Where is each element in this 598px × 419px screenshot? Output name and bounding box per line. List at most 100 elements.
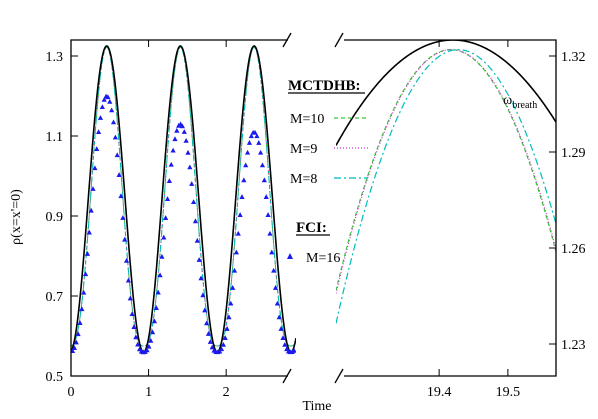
fci-point [200, 292, 206, 298]
x-tick-label: 0 [68, 385, 75, 400]
fci-point [205, 331, 212, 336]
chart-data-layer [71, 40, 556, 355]
fci-point [110, 119, 117, 125]
fci-point [90, 186, 96, 191]
fci-point [151, 318, 158, 324]
fci-point [120, 215, 126, 220]
fci-point [274, 300, 280, 306]
fci-point [252, 129, 258, 135]
fci-point [194, 237, 200, 243]
chart-frames [70, 32, 557, 384]
fci-point [244, 149, 251, 155]
fci-point [291, 347, 296, 353]
fci-point [239, 194, 245, 199]
fci-point [114, 152, 120, 158]
fci-point [179, 123, 186, 129]
fci-point [109, 107, 115, 113]
fci-point [243, 162, 249, 168]
fci-point [79, 306, 85, 312]
fci-point [174, 127, 180, 133]
axis-break-mark [334, 368, 344, 384]
omega-symbol: ω [503, 93, 512, 108]
fci-point [122, 236, 128, 242]
fci-point [129, 311, 135, 317]
y-tick-label: 1.26 [561, 242, 586, 257]
x-tick-label: 2 [223, 385, 230, 400]
axis-break-mark [282, 32, 292, 48]
legend-label-m8: M=8 [290, 172, 317, 187]
fci-point [157, 272, 163, 278]
legend-label-fci: M=16 [306, 251, 340, 266]
fci-point [233, 249, 240, 255]
fci-point [271, 267, 277, 273]
y-tick-label: 0.7 [46, 290, 64, 305]
line-right-m10 [336, 49, 556, 291]
x-axis-label: Time [302, 399, 331, 414]
fci-point [228, 300, 234, 306]
fci-point [222, 335, 228, 341]
y-tick-label: 1.3 [46, 50, 64, 65]
fci-point [269, 249, 275, 255]
fci-point [73, 339, 79, 345]
fci-point [198, 275, 204, 281]
fci-point [246, 140, 253, 145]
fci-point [218, 346, 225, 352]
fci-point [155, 289, 161, 295]
x-tick-label: 19.5 [496, 385, 521, 400]
fci-point [77, 320, 83, 325]
fci-point [168, 161, 174, 167]
axis-break-mark [282, 368, 292, 384]
fci-point [82, 271, 89, 277]
fci-point [258, 149, 264, 155]
fci-point [267, 230, 273, 236]
fci-point [131, 324, 137, 329]
fci-point [116, 172, 122, 177]
fci-point [153, 305, 159, 310]
fci-point [170, 147, 176, 153]
fci-point [107, 98, 113, 104]
fci-point [127, 295, 133, 301]
fci-point [101, 96, 107, 102]
fci-point [181, 129, 187, 134]
legend-label-m10: M=10 [290, 112, 324, 127]
fci-point [230, 285, 236, 290]
fci-point [71, 345, 78, 350]
fci-point [88, 207, 94, 213]
fci-point [192, 218, 199, 224]
fci-point [99, 104, 105, 109]
y-tick-label: 0.5 [46, 370, 64, 385]
fci-point [172, 136, 178, 142]
fci-point [263, 194, 269, 199]
fci-point [96, 129, 102, 135]
fci-point [135, 341, 141, 347]
chart-ticks: 0 1 2 0.5 0.7 0.9 1.1 1.3 19.4 19.5 1.23 1.26 1.29 1.… [46, 40, 586, 400]
fci-point [259, 162, 266, 168]
fci-point [261, 177, 267, 183]
fci-point [278, 326, 284, 331]
fci-point [144, 347, 150, 353]
fci-point [133, 334, 139, 340]
x-tick-label: 19.4 [427, 385, 452, 400]
fci-point [92, 165, 98, 171]
y-tick-label: 1.1 [46, 130, 64, 145]
fci-point [148, 337, 154, 343]
y-tick-label: 1.32 [561, 50, 586, 65]
fci-point [86, 229, 92, 235]
fci-point [94, 146, 100, 151]
y-tick-label: 1.23 [561, 338, 586, 353]
fci-point [189, 181, 195, 186]
fci-point [254, 133, 260, 139]
fci-point [81, 289, 87, 295]
fci-point [280, 335, 286, 341]
fci-point [187, 164, 193, 170]
fci-point [118, 193, 124, 199]
fci-point [190, 199, 197, 205]
left-panel-plot [71, 45, 296, 355]
right-panel-frame [344, 39, 557, 377]
line-left-m8 [71, 46, 296, 347]
fci-point [235, 230, 241, 236]
chart-legend: MCTDHB: M=10 M=9 M=8 FCI: M=16 [287, 78, 368, 266]
fci-point [282, 341, 288, 347]
fci-point [248, 133, 254, 139]
